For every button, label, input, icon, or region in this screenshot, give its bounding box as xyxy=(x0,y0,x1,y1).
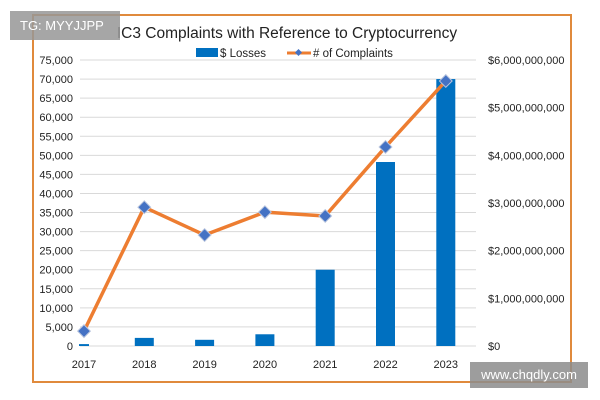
legend-label-losses: $ Losses xyxy=(220,48,266,60)
left-tick-label: 20,000 xyxy=(39,265,73,277)
right-tick-label: $1,000,000,000 xyxy=(488,293,564,305)
left-tick-label: 10,000 xyxy=(39,303,73,315)
marker-complaints-2018 xyxy=(137,200,152,215)
left-tick-label: 5,000 xyxy=(45,322,73,334)
marker-complaints-2021 xyxy=(318,208,333,224)
left-tick-label: 15,000 xyxy=(39,284,73,296)
marker-complaints-2017 xyxy=(76,324,92,339)
legend: $ Losses # of Complaints xyxy=(196,48,393,60)
bar-losses-2023 xyxy=(436,79,456,347)
left-tick-label: 60,000 xyxy=(39,112,73,124)
x-tick-label: 2019 xyxy=(192,359,216,371)
right-tick-label: $6,000,000,000 xyxy=(488,55,564,67)
chart-border xyxy=(32,14,572,383)
left-tick-label: 35,000 xyxy=(39,208,73,220)
bar-losses-2019 xyxy=(195,339,215,346)
marker-complaints-2019 xyxy=(197,227,212,243)
legend-marker-complaints xyxy=(294,48,303,57)
left-tick-label: 45,000 xyxy=(39,169,73,181)
x-tick-label: 2017 xyxy=(72,359,96,371)
legend-label-complaints: # of Complaints xyxy=(313,48,393,60)
left-tick-label: 65,000 xyxy=(39,93,73,105)
x-tick-label: 2023 xyxy=(434,359,458,371)
x-tick-label: 2018 xyxy=(132,359,156,371)
right-tick-label: $5,000,000,000 xyxy=(488,103,564,115)
left-tick-label: 75,000 xyxy=(39,55,73,67)
x-tick-label: 2021 xyxy=(313,359,337,371)
x-tick-label: 2020 xyxy=(253,359,277,371)
legend-swatch-losses xyxy=(196,48,218,57)
chart-title: IC3 Complaints with Reference to Cryptoc… xyxy=(117,25,458,42)
left-tick-label: 40,000 xyxy=(39,188,73,200)
watermark-bottom-right: www.chqdly.com xyxy=(470,362,588,388)
right-tick-label: $3,000,000,000 xyxy=(488,198,564,210)
bar-losses-2017 xyxy=(79,344,89,346)
x-tick-label: 2022 xyxy=(373,359,397,371)
left-tick-label: 0 xyxy=(67,341,73,353)
left-tick-label: 55,000 xyxy=(39,131,73,143)
bar-losses-2021 xyxy=(315,269,335,346)
marker-complaints-2020 xyxy=(257,205,272,220)
right-tick-label: $4,000,000,000 xyxy=(488,150,564,162)
left-tick-label: 30,000 xyxy=(39,227,73,239)
left-tick-label: 25,000 xyxy=(39,246,73,258)
bar-losses-2018 xyxy=(134,337,154,346)
right-tick-label: $0 xyxy=(488,341,500,353)
bar-losses-2022 xyxy=(376,162,395,346)
marker-complaints-2023 xyxy=(438,73,453,89)
right-tick-label: $2,000,000,000 xyxy=(488,246,564,258)
marker-complaints-2022 xyxy=(378,139,393,155)
left-tick-label: 50,000 xyxy=(39,150,73,162)
bar-losses-2020 xyxy=(255,334,275,346)
left-tick-label: 70,000 xyxy=(39,74,73,86)
watermark-top-left: TG: MYYJJPP xyxy=(10,11,120,40)
